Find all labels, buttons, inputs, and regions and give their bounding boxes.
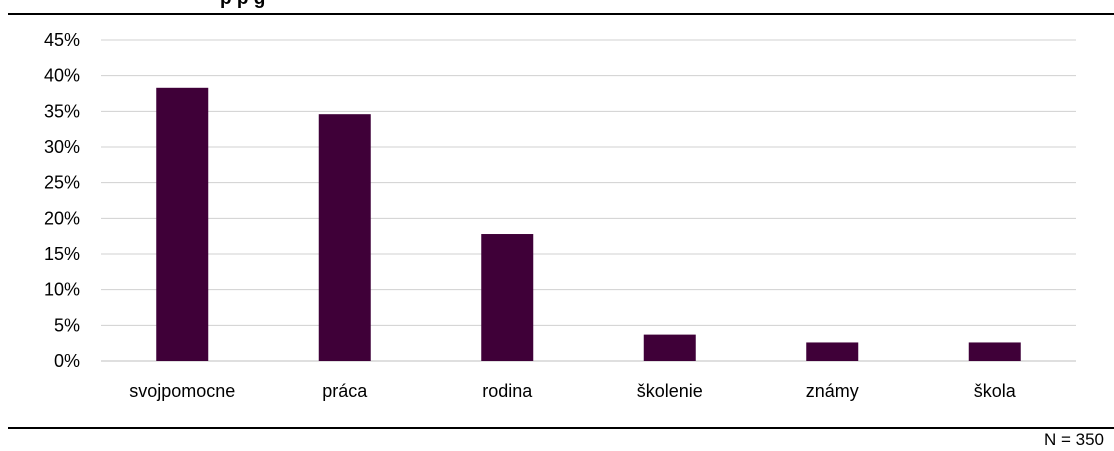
- x-tick-label: známy: [806, 381, 859, 401]
- bar-5: [968, 342, 1021, 361]
- y-tick-label: 15%: [44, 244, 80, 264]
- y-axis-ticks: 0% 5% 10% 15% 20% 25% 30% 35% 40% 45%: [44, 30, 80, 371]
- y-tick-label: 40%: [44, 66, 80, 86]
- y-tick-label: 45%: [44, 30, 80, 50]
- bottom-rule: [8, 427, 1114, 429]
- x-tick-label: práca: [322, 381, 368, 401]
- y-tick-label: 5%: [54, 315, 80, 335]
- chart-title-cut: p p g: [220, 0, 265, 10]
- bar-1: [318, 114, 371, 361]
- bars: [156, 87, 1021, 361]
- y-tick-label: 25%: [44, 173, 80, 193]
- gridlines: [101, 39, 1076, 362]
- x-tick-label: školenie: [637, 381, 703, 401]
- x-tick-label: svojpomocne: [129, 381, 235, 401]
- x-tick-label: rodina: [482, 381, 533, 401]
- y-tick-label: 10%: [44, 280, 80, 300]
- y-tick-label: 0%: [54, 351, 80, 371]
- x-axis-ticks: svojpomocne práca rodina školenie známy škola: [129, 381, 1017, 401]
- bar-0: [156, 87, 209, 361]
- y-tick-label: 30%: [44, 137, 80, 157]
- sample-size-note: N = 350: [1043, 430, 1104, 449]
- bar-2: [481, 234, 534, 361]
- y-tick-label: 35%: [44, 101, 80, 121]
- bar-3: [643, 334, 696, 361]
- bar-chart: 0% 5% 10% 15% 20% 25% 30% 35% 40% 45% svojpomocne…: [44, 30, 1076, 401]
- bar-4: [806, 342, 859, 361]
- y-tick-label: 20%: [44, 208, 80, 228]
- top-rule: [8, 13, 1114, 15]
- x-tick-label: škola: [974, 381, 1017, 401]
